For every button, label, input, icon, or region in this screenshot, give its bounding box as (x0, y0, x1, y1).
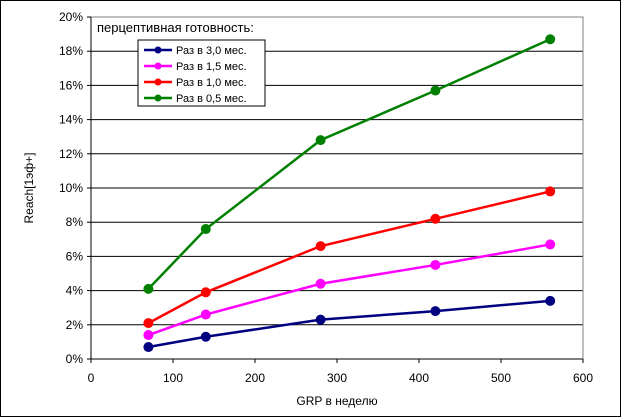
x-tick-labels: 0 100 200 300 400 500 600 (88, 359, 593, 385)
data-point (315, 241, 326, 252)
data-point (545, 239, 556, 250)
x-tick-label: 100 (163, 371, 183, 385)
series-4 (143, 34, 556, 294)
y-tick-label: 0% (66, 352, 84, 366)
legend: перцептивная готовность: Раз в 3,0 мес. Р… (97, 20, 266, 107)
legend-item: Раз в 3,0 мес. (144, 45, 247, 57)
legend-swatch-marker (154, 78, 162, 86)
data-point (315, 278, 326, 289)
data-point (315, 314, 326, 325)
x-tick-label: 400 (409, 371, 429, 385)
x-tick-label: 300 (327, 371, 347, 385)
y-tick-label: 16% (59, 78, 83, 92)
data-point (143, 318, 154, 329)
legend-swatch-marker (154, 46, 162, 54)
series-2 (143, 239, 556, 341)
legend-item: Раз в 1,5 мес. (144, 61, 247, 73)
data-point (430, 259, 441, 270)
series-3 (143, 186, 556, 329)
data-point (430, 85, 441, 96)
y-tick-label: 20% (59, 10, 83, 24)
data-point (200, 331, 211, 342)
x-tick-label: 500 (491, 371, 511, 385)
series-line (147, 190, 551, 325)
legend-label: Раз в 0,5 мес. (176, 93, 247, 105)
y-tick-label: 2% (66, 318, 84, 332)
series-group (143, 34, 556, 353)
y-tick-label: 14% (59, 113, 83, 127)
data-point (200, 224, 211, 235)
data-point (200, 309, 211, 320)
legend-item: Раз в 0,5 мес. (144, 93, 247, 105)
data-point (545, 186, 556, 197)
y-axis-title: Reach[1эф+] (22, 152, 36, 223)
data-point (143, 330, 154, 341)
series-1 (143, 295, 556, 353)
data-point (545, 34, 556, 45)
x-tick-label: 0 (88, 371, 95, 385)
y-tick-label: 4% (66, 284, 84, 298)
legend-label: Раз в 1,5 мес. (176, 61, 247, 73)
y-tick-label: 12% (59, 147, 83, 161)
legend-label: Раз в 3,0 мес. (176, 45, 247, 57)
data-point (143, 342, 154, 353)
x-tick-label: 200 (245, 371, 265, 385)
legend-title: перцептивная готовность: (97, 20, 254, 35)
legend-swatch-marker (154, 62, 162, 70)
legend-item: Раз в 1,0 мес. (144, 77, 247, 89)
data-point (545, 295, 556, 306)
y-tick-label: 18% (59, 44, 83, 58)
y-tick-label: 6% (66, 249, 84, 263)
legend-swatch-marker (154, 94, 162, 102)
x-tick-label: 600 (573, 371, 593, 385)
data-point (430, 306, 441, 317)
y-tick-labels: 0% 2% 4% 6% 8% 10% 12% 14% 16% 18% 20% (59, 10, 91, 366)
y-tick-label: 10% (59, 181, 83, 195)
data-point (200, 287, 211, 298)
data-point (430, 213, 441, 224)
x-axis-title: GRP в неделю (296, 394, 377, 408)
y-tick-label: 8% (66, 215, 84, 229)
data-point (143, 283, 154, 294)
legend-label: Раз в 1,0 мес. (176, 77, 247, 89)
data-point (315, 135, 326, 146)
